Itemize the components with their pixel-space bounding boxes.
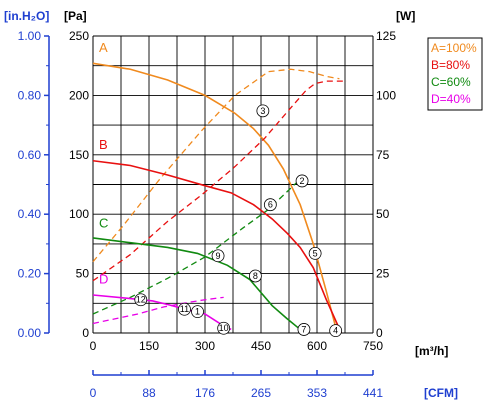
tick-label-cfm-0: 0 [90, 386, 97, 400]
tick-label-m3h-3: 450 [251, 339, 271, 353]
curve-label-D: D [99, 271, 108, 286]
pressure-curve-A [92, 62, 337, 328]
legend-entry-B: B=80% [431, 58, 470, 72]
tick-label-inh2o-5: 1.00 [18, 29, 42, 43]
tick-label-cfm-4: 353 [307, 386, 327, 400]
tick-label-pa-4: 200 [69, 88, 89, 102]
marker-label-9: 9 [216, 251, 221, 261]
marker-circle-3 [256, 104, 270, 118]
unit-inh2o: [in.H₂O] [4, 9, 49, 23]
marker-circle-11 [178, 302, 191, 316]
tick-label-m3h-5: 750 [363, 339, 383, 353]
tick-label-pa-1: 50 [76, 267, 90, 281]
tick-label-w-2: 50 [376, 207, 390, 221]
marker-label-5: 5 [313, 248, 318, 258]
tick-label-w-0: 0 [376, 326, 383, 340]
legend: A=100% B=80% C=60% D=40% [427, 37, 483, 111]
legend-entry-C: C=60% [431, 75, 471, 89]
tick-label-m3h-0: 0 [90, 339, 97, 353]
tick-label-inh2o-0: 0.00 [18, 326, 42, 340]
tick-label-cfm-1: 88 [142, 386, 156, 400]
tick-label-pa-3: 150 [69, 148, 89, 162]
tick-label-m3h-4: 600 [307, 339, 327, 353]
marker-circle-6 [263, 198, 277, 212]
marker-label-1: 1 [195, 307, 200, 317]
power-curve-D [92, 296, 224, 325]
tick-label-w-1: 25 [376, 267, 390, 281]
tick-label-pa-5: 250 [69, 29, 89, 43]
marker-circle-4 [329, 324, 343, 338]
legend-entry-D: D=40% [431, 92, 471, 106]
marker-label-7: 7 [301, 324, 306, 334]
legend-entry-A: A=100% [431, 41, 477, 55]
curve-label-A: A [99, 40, 108, 55]
marker-label-12: 12 [136, 295, 146, 305]
curve-label-C: C [99, 216, 108, 231]
marker-circle-8 [248, 269, 262, 283]
tick-label-w-5: 125 [376, 29, 396, 43]
tick-label-pa-0: 0 [82, 326, 89, 340]
marker-circle-1 [191, 305, 204, 319]
tick-label-w-3: 75 [376, 148, 390, 162]
tick-label-cfm-2: 176 [195, 386, 215, 400]
tick-label-inh2o-4: 0.80 [18, 88, 42, 102]
marker-label-2: 2 [300, 176, 305, 186]
unit-m3h: [m³/h] [415, 344, 448, 358]
tick-label-cfm-5: 441 [363, 386, 383, 400]
grid [92, 35, 374, 334]
tick-label-pa-2: 100 [69, 207, 89, 221]
marker-label-11: 11 [180, 304, 189, 314]
tick-label-inh2o-2: 0.40 [18, 207, 42, 221]
pressure-curve-B [92, 159, 342, 334]
marker-label-3: 3 [260, 106, 265, 116]
axes [44, 35, 374, 376]
marker-circle-12 [134, 293, 148, 307]
marker-label-8: 8 [253, 271, 258, 281]
curves: A B C D [92, 40, 347, 334]
marker-circle-7 [297, 323, 311, 336]
tick-label-m3h-1: 150 [139, 339, 159, 353]
tick-labels: 0.000.200.400.600.801.000501001502002500… [18, 29, 397, 400]
marker-circle-5 [308, 247, 322, 260]
unit-cfm: [CFM] [424, 386, 458, 400]
unit-w: [W] [396, 9, 415, 23]
tick-label-m3h-2: 300 [195, 339, 215, 353]
curve-label-B: B [99, 137, 108, 152]
pressure-curve-C [92, 237, 301, 331]
tick-label-inh2o-1: 0.20 [18, 267, 42, 281]
marker-label-6: 6 [268, 200, 273, 210]
power-curve-B [92, 80, 347, 282]
pressure-curve-D [92, 294, 232, 331]
tick-label-cfm-3: 265 [251, 386, 271, 400]
legend-box [427, 37, 483, 111]
tick-label-inh2o-3: 0.60 [18, 148, 42, 162]
marker-circle-10 [217, 321, 231, 335]
marker-circle-2 [295, 174, 309, 188]
tick-label-w-4: 100 [376, 88, 396, 102]
marker-label-4: 4 [333, 326, 338, 336]
unit-pa: [Pa] [64, 9, 87, 23]
marker-circle-9 [211, 249, 225, 263]
marker-label-10: 10 [219, 323, 229, 333]
